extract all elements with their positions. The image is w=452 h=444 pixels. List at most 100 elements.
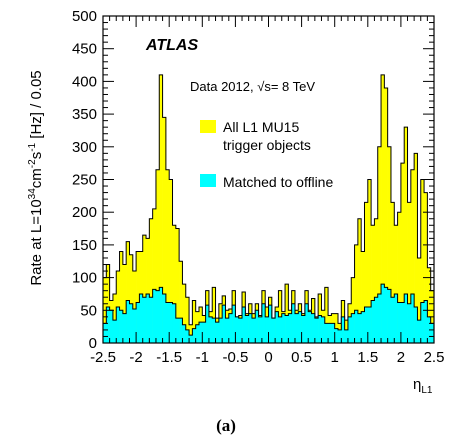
bin-bar: [404, 293, 408, 343]
bin-bar: [328, 323, 332, 343]
legend-swatch-matched: [200, 174, 216, 187]
bin-bar: [258, 316, 263, 343]
bin-bar: [146, 238, 150, 343]
bin-bar: [268, 305, 273, 343]
bin-bar: [387, 146, 392, 343]
bin-bar: [182, 284, 187, 343]
bin-bar: [172, 303, 177, 343]
bin-bar: [400, 163, 405, 343]
bin-bar: [179, 261, 183, 343]
bin-bar: [424, 192, 428, 343]
bin-bar: [126, 300, 130, 343]
x-tick-label: 0: [264, 349, 272, 366]
experiment-label: ATLAS: [145, 37, 198, 54]
bin-bar: [132, 271, 137, 343]
bin-bar: [338, 329, 342, 343]
bin-bar: [212, 318, 216, 343]
bin-bar: [294, 313, 299, 343]
bin-bar: [155, 169, 160, 343]
bin-bar: [169, 302, 173, 343]
y-tick-label: 150: [72, 237, 97, 254]
y-axis-title: Rate at L=1034cm-2s-1 [Hz] / 0.05: [27, 70, 45, 285]
bin-bar: [152, 289, 157, 343]
bin-bar: [175, 228, 180, 343]
bin-bar: [331, 323, 335, 343]
bin-bar: [149, 297, 153, 343]
bin-bar: [228, 313, 233, 343]
bin-bar: [347, 316, 352, 343]
bin-bar: [361, 311, 365, 343]
bin-bar: [172, 225, 177, 343]
legend-swatch-all: [200, 120, 216, 133]
y-tick-label: 50: [80, 302, 97, 319]
bin-bar: [364, 307, 369, 343]
bin-bar: [198, 322, 203, 343]
series-matched-offline: [102, 283, 435, 343]
bin-bar: [189, 324, 193, 343]
bin-bar: [397, 302, 402, 343]
bin-bar: [126, 241, 130, 343]
x-tick-label: 0.5: [291, 349, 312, 366]
bin-bar: [285, 284, 289, 343]
bin-bar: [410, 169, 415, 343]
bin-bar: [212, 287, 216, 343]
bin-bar: [242, 307, 246, 343]
x-tick-label: -2.5: [90, 349, 116, 366]
bin-bar: [152, 208, 157, 343]
bin-bar: [129, 254, 134, 343]
bin-bar: [112, 293, 117, 343]
bin-bar: [175, 318, 180, 343]
bin-bar: [321, 316, 326, 343]
bin-bar: [417, 257, 422, 343]
bin-bar: [136, 302, 140, 343]
bin-bar: [205, 305, 210, 343]
bin-bar: [165, 169, 170, 343]
bin-bar: [122, 313, 127, 343]
bin-bar: [311, 313, 316, 343]
bin-bar: [324, 287, 329, 343]
bin-bar: [377, 293, 382, 343]
legend-label-matched: Matched to offline: [223, 174, 333, 190]
bin-bar: [285, 315, 289, 343]
bin-bar: [371, 300, 375, 343]
x-tick-label: -0.5: [222, 349, 248, 366]
bin-bar: [407, 303, 412, 343]
bin-bar: [159, 74, 163, 344]
y-tick-label: 0: [89, 335, 97, 352]
bin-bar: [367, 179, 372, 343]
bin-bar: [146, 293, 150, 343]
bin-bar: [106, 307, 110, 343]
bin-bar: [103, 323, 107, 343]
bin-bar: [139, 293, 144, 343]
series-outline: [102, 74, 435, 343]
bin-bar: [149, 218, 153, 343]
x-tick-label: -1.5: [156, 349, 182, 366]
bin-bar: [407, 202, 412, 343]
legend-label-all-line1: All L1 MU15: [223, 119, 299, 135]
bin-bar: [195, 324, 200, 343]
x-tick-label: 1: [331, 349, 339, 366]
bin-bar: [255, 310, 259, 343]
bin-bar: [218, 318, 223, 343]
bin-bar: [106, 264, 110, 343]
bin-bar: [324, 323, 329, 343]
bin-bar: [394, 293, 398, 343]
bin-bar: [248, 313, 253, 343]
bin-bar: [377, 146, 382, 343]
y-tick-label: 250: [72, 172, 97, 189]
bin-bar: [278, 316, 283, 343]
bin-bar: [162, 117, 167, 344]
bin-bar: [308, 311, 312, 343]
x-tick-label: 2: [397, 349, 405, 366]
bin-bar: [132, 308, 137, 343]
y-tick-label: 500: [72, 8, 97, 25]
bin-bar: [341, 316, 345, 343]
bin-bar: [381, 74, 385, 344]
bin-bar: [271, 318, 276, 343]
bin-bar: [351, 277, 355, 343]
bin-bar: [404, 127, 408, 344]
bin-bar: [304, 303, 309, 343]
bin-bar: [381, 284, 385, 343]
x-tick-label: -2: [129, 349, 142, 366]
y-tick-labels: 0 50 100 150 200 250 300 350 400 450 500: [72, 8, 97, 352]
